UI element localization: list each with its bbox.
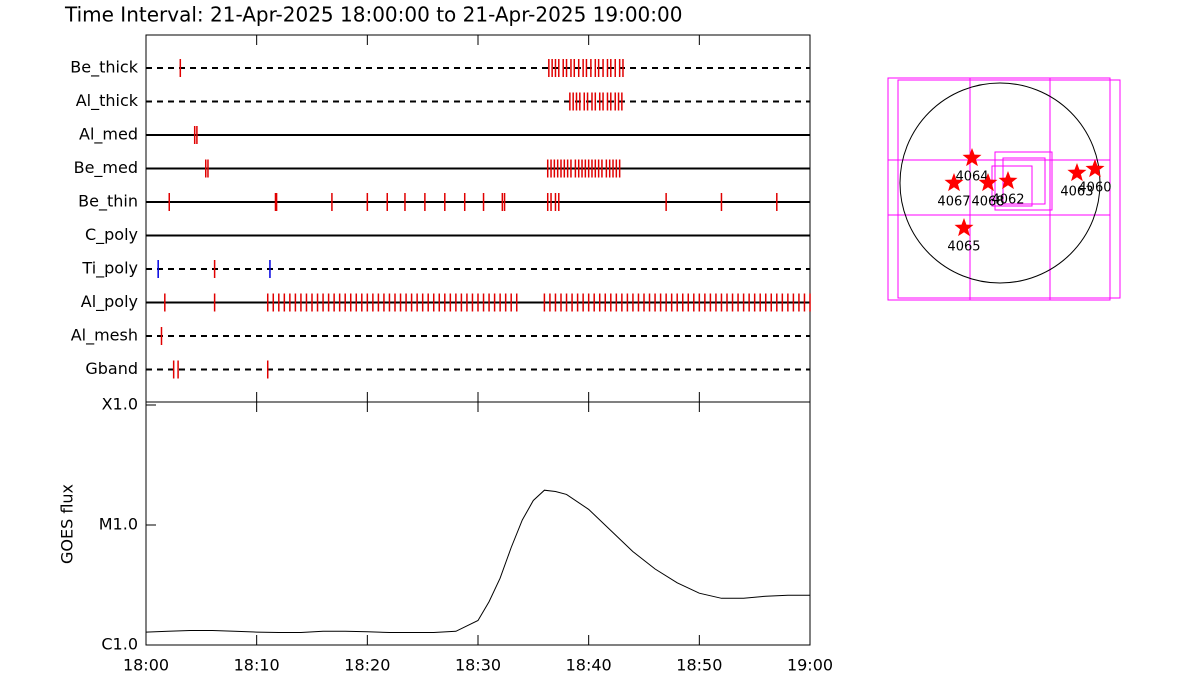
- fov-box: [887, 77, 1111, 301]
- region-label: 4062: [991, 193, 1024, 208]
- row-label: Al_mesh: [71, 326, 138, 346]
- region-label: 4060: [1078, 181, 1111, 196]
- region-star: [998, 171, 1018, 190]
- row-label: Be_thin: [78, 192, 138, 212]
- x-tick-label: 18:50: [676, 656, 722, 675]
- chart-title: Time Interval: 21-Apr-2025 18:00:00 to 2…: [64, 3, 682, 27]
- x-tick-label: 18:30: [455, 656, 501, 675]
- goes-panel-frame: [145, 401, 811, 646]
- y-axis-label: GOES flux: [58, 484, 77, 564]
- x-tick-label: 18:20: [344, 656, 390, 675]
- y-tick-label: X1.0: [102, 395, 138, 414]
- region-label: 4065: [947, 239, 980, 254]
- row-label: C_poly: [85, 225, 138, 245]
- region-star: [978, 173, 998, 192]
- row-label: Be_thick: [70, 58, 138, 78]
- region-star: [1067, 163, 1087, 182]
- row-label: Al_thick: [76, 91, 139, 111]
- row-label: Be_med: [74, 158, 138, 178]
- event-panel-frame: [145, 34, 811, 403]
- y-tick-label: M1.0: [99, 515, 138, 534]
- region-star: [962, 148, 982, 167]
- region-star: [1085, 159, 1105, 178]
- region-star: [954, 218, 974, 237]
- region-label: 4067: [937, 195, 970, 210]
- x-tick-label: 19:00: [787, 656, 833, 675]
- goes-curve: [145, 489, 810, 633]
- fov-box: [897, 79, 1121, 299]
- x-tick-label: 18:10: [234, 656, 280, 675]
- x-tick-label: 18:00: [123, 656, 169, 675]
- solar-limb: [899, 82, 1101, 284]
- region-star: [944, 173, 964, 192]
- row-label: Ti_poly: [81, 259, 138, 279]
- solar-map: [887, 77, 1121, 301]
- y-tick-label: C1.0: [101, 635, 138, 654]
- x-tick-label: 18:40: [566, 656, 612, 675]
- row-label: Gband: [85, 359, 138, 378]
- region-label: 4063: [1060, 185, 1093, 200]
- row-label: Al_med: [79, 125, 138, 145]
- row-label: Al_poly: [81, 292, 138, 312]
- region-label: 4068: [971, 195, 1004, 210]
